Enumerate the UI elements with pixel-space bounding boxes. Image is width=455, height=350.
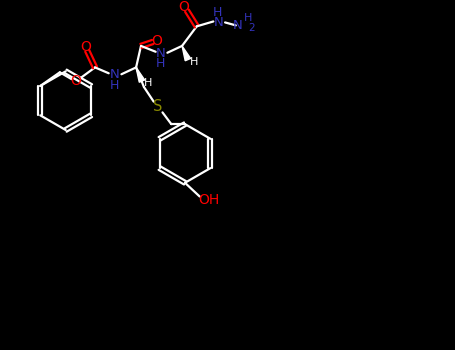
Text: O: O: [178, 0, 189, 14]
Text: N: N: [156, 47, 166, 60]
Text: O: O: [80, 40, 91, 54]
Text: S: S: [153, 99, 162, 114]
Text: N: N: [233, 19, 243, 32]
Text: N: N: [110, 68, 120, 81]
Text: H: H: [243, 13, 252, 22]
Polygon shape: [136, 68, 145, 82]
Text: N: N: [213, 16, 223, 29]
Text: H: H: [144, 78, 152, 88]
Text: O: O: [70, 74, 81, 88]
Text: 2: 2: [248, 23, 255, 33]
Polygon shape: [182, 46, 191, 61]
Text: H: H: [212, 6, 222, 19]
Text: O: O: [151, 34, 162, 48]
Text: H: H: [110, 78, 119, 91]
Text: H: H: [156, 57, 165, 70]
Text: OH: OH: [198, 194, 219, 208]
Text: H: H: [190, 57, 198, 66]
